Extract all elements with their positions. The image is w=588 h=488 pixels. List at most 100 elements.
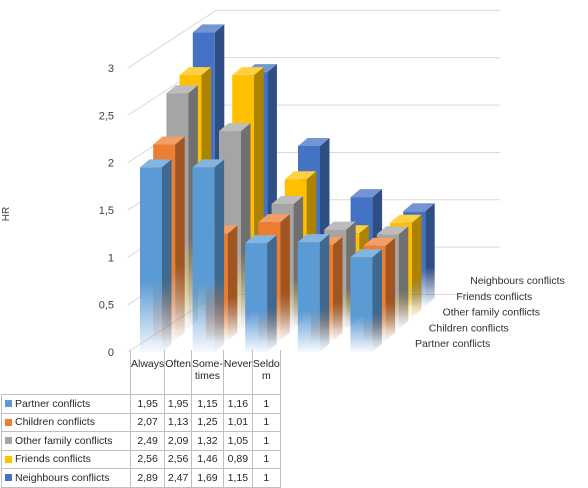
table-header-sometimes: Some-times xyxy=(190,350,224,395)
bar-top xyxy=(219,123,251,132)
table-cell: 2,09 xyxy=(164,431,192,451)
bar-top xyxy=(166,85,198,94)
bar-side xyxy=(227,225,238,341)
bar-side xyxy=(162,159,172,352)
table-cell: 2,89 xyxy=(129,468,166,488)
table-cell: 1 xyxy=(251,468,281,488)
legend-entry-other-family: Other family conflicts xyxy=(1,431,131,451)
depth-axis-label: Neighbours conflicts xyxy=(470,275,565,287)
table-header-row: Always Often Some-times Never Seldo m xyxy=(2,350,281,395)
table-row: Other family conflicts 2,49 2,09 1,32 1,… xyxy=(1,431,281,451)
bar-side xyxy=(319,234,330,352)
bar-top xyxy=(192,159,225,168)
table-cell: 1,46 xyxy=(190,449,224,469)
bar-top xyxy=(403,203,435,212)
bar-side xyxy=(267,235,277,352)
table-cell: 1 xyxy=(251,449,281,469)
y-tick-label: 0 xyxy=(108,347,114,359)
bar-side xyxy=(385,237,396,341)
table-header-never: Never xyxy=(222,350,253,395)
bar-top xyxy=(179,67,212,76)
bar-top xyxy=(350,249,382,258)
y-tick-label: 1,5 xyxy=(99,205,114,217)
legend-entry-children: Children conflicts xyxy=(1,412,131,432)
table-cell: 0,89 xyxy=(222,449,253,469)
bar-top xyxy=(390,214,422,223)
table-row: Friends conflicts 2,56 2,56 1,46 0,89 1 xyxy=(1,449,281,469)
table-cell: 1,95 xyxy=(129,394,166,414)
table-row: Neighbours conflicts 2,89 2,47 1,69 1,15… xyxy=(1,468,281,488)
bar-side xyxy=(175,136,185,341)
legend-key-children xyxy=(5,418,12,426)
bar-top xyxy=(297,234,330,243)
y-tick-label: 0,5 xyxy=(99,300,114,312)
bar xyxy=(245,243,268,352)
data-table: Always Often Some-times Never Seldo m Par… xyxy=(1,350,281,488)
table-cell: 1 xyxy=(251,431,281,451)
bar-top xyxy=(192,24,225,33)
table-cell: 1,25 xyxy=(190,412,224,432)
table-cell: 2,49 xyxy=(129,431,166,451)
legend-key-neighbours xyxy=(5,474,12,482)
bar xyxy=(140,167,162,352)
y-tick-label: 1 xyxy=(108,252,114,264)
y-tick-label: 3 xyxy=(108,63,114,75)
bar-top xyxy=(376,226,409,235)
bar-side xyxy=(425,203,435,306)
table-cell: 1 xyxy=(251,394,281,414)
bar-top xyxy=(245,235,277,244)
table-cell: 2,47 xyxy=(164,468,192,488)
depth-axis-label: Other family conflicts xyxy=(443,307,540,319)
bar-top xyxy=(153,136,185,145)
legend-key-friends xyxy=(5,455,12,463)
bar-top xyxy=(284,171,317,180)
table-cell: 1,13 xyxy=(164,412,192,432)
bar-side xyxy=(398,226,409,329)
table-cell: 1 xyxy=(251,412,281,432)
grid-line-side xyxy=(127,9,217,69)
legend-entry-partner: Partner conflicts xyxy=(1,394,131,414)
table-cell: 1,32 xyxy=(190,431,224,451)
bar-top xyxy=(232,67,264,76)
bar-side xyxy=(214,159,225,352)
bar-side xyxy=(280,214,290,341)
y-tick-label: 2,5 xyxy=(99,110,114,122)
table-cell: 1,15 xyxy=(190,394,224,414)
bar-top xyxy=(271,195,304,204)
table-header-often: Often xyxy=(164,350,192,395)
y-axis-title: HR xyxy=(1,207,12,221)
depth-axis-label: Friends conflicts xyxy=(456,291,532,303)
table-cell: 1,01 xyxy=(222,412,253,432)
bar-side xyxy=(372,249,382,352)
table-cell: 1,05 xyxy=(222,431,253,451)
bar xyxy=(297,242,320,352)
bar-top xyxy=(324,221,356,230)
table-corner xyxy=(2,350,131,395)
bar-top xyxy=(258,214,290,223)
bar xyxy=(350,257,373,352)
bar-side xyxy=(333,236,343,341)
table-header-always: Always xyxy=(129,350,166,395)
table-cell: 1,16 xyxy=(222,394,253,414)
table-row: Partner conflicts 1,95 1,95 1,15 1,16 1 xyxy=(1,394,281,414)
legend-key-partner xyxy=(5,400,12,408)
table-header-seldom: Seldo m xyxy=(251,350,281,395)
legend-entry-friends: Friends conflicts xyxy=(1,449,131,469)
bar-top xyxy=(140,159,172,168)
depth-axis-label: Partner conflicts xyxy=(415,338,490,350)
bar-top xyxy=(363,237,396,246)
table-cell: 2,07 xyxy=(129,412,166,432)
depth-axis-label: Children conflicts xyxy=(429,322,509,334)
table-cell: 1,95 xyxy=(164,394,192,414)
legend-entry-neighbours: Neighbours conflicts xyxy=(1,468,131,488)
table-cell: 1,69 xyxy=(190,468,224,488)
table-row: Children conflicts 2,07 1,13 1,25 1,01 1 xyxy=(1,412,281,432)
table-cell: 1,15 xyxy=(222,468,253,488)
table-cell: 2,56 xyxy=(164,449,192,469)
bar xyxy=(192,167,215,352)
table-cell: 2,56 xyxy=(129,449,166,469)
bar-side xyxy=(412,214,422,318)
bar-top xyxy=(298,137,330,146)
